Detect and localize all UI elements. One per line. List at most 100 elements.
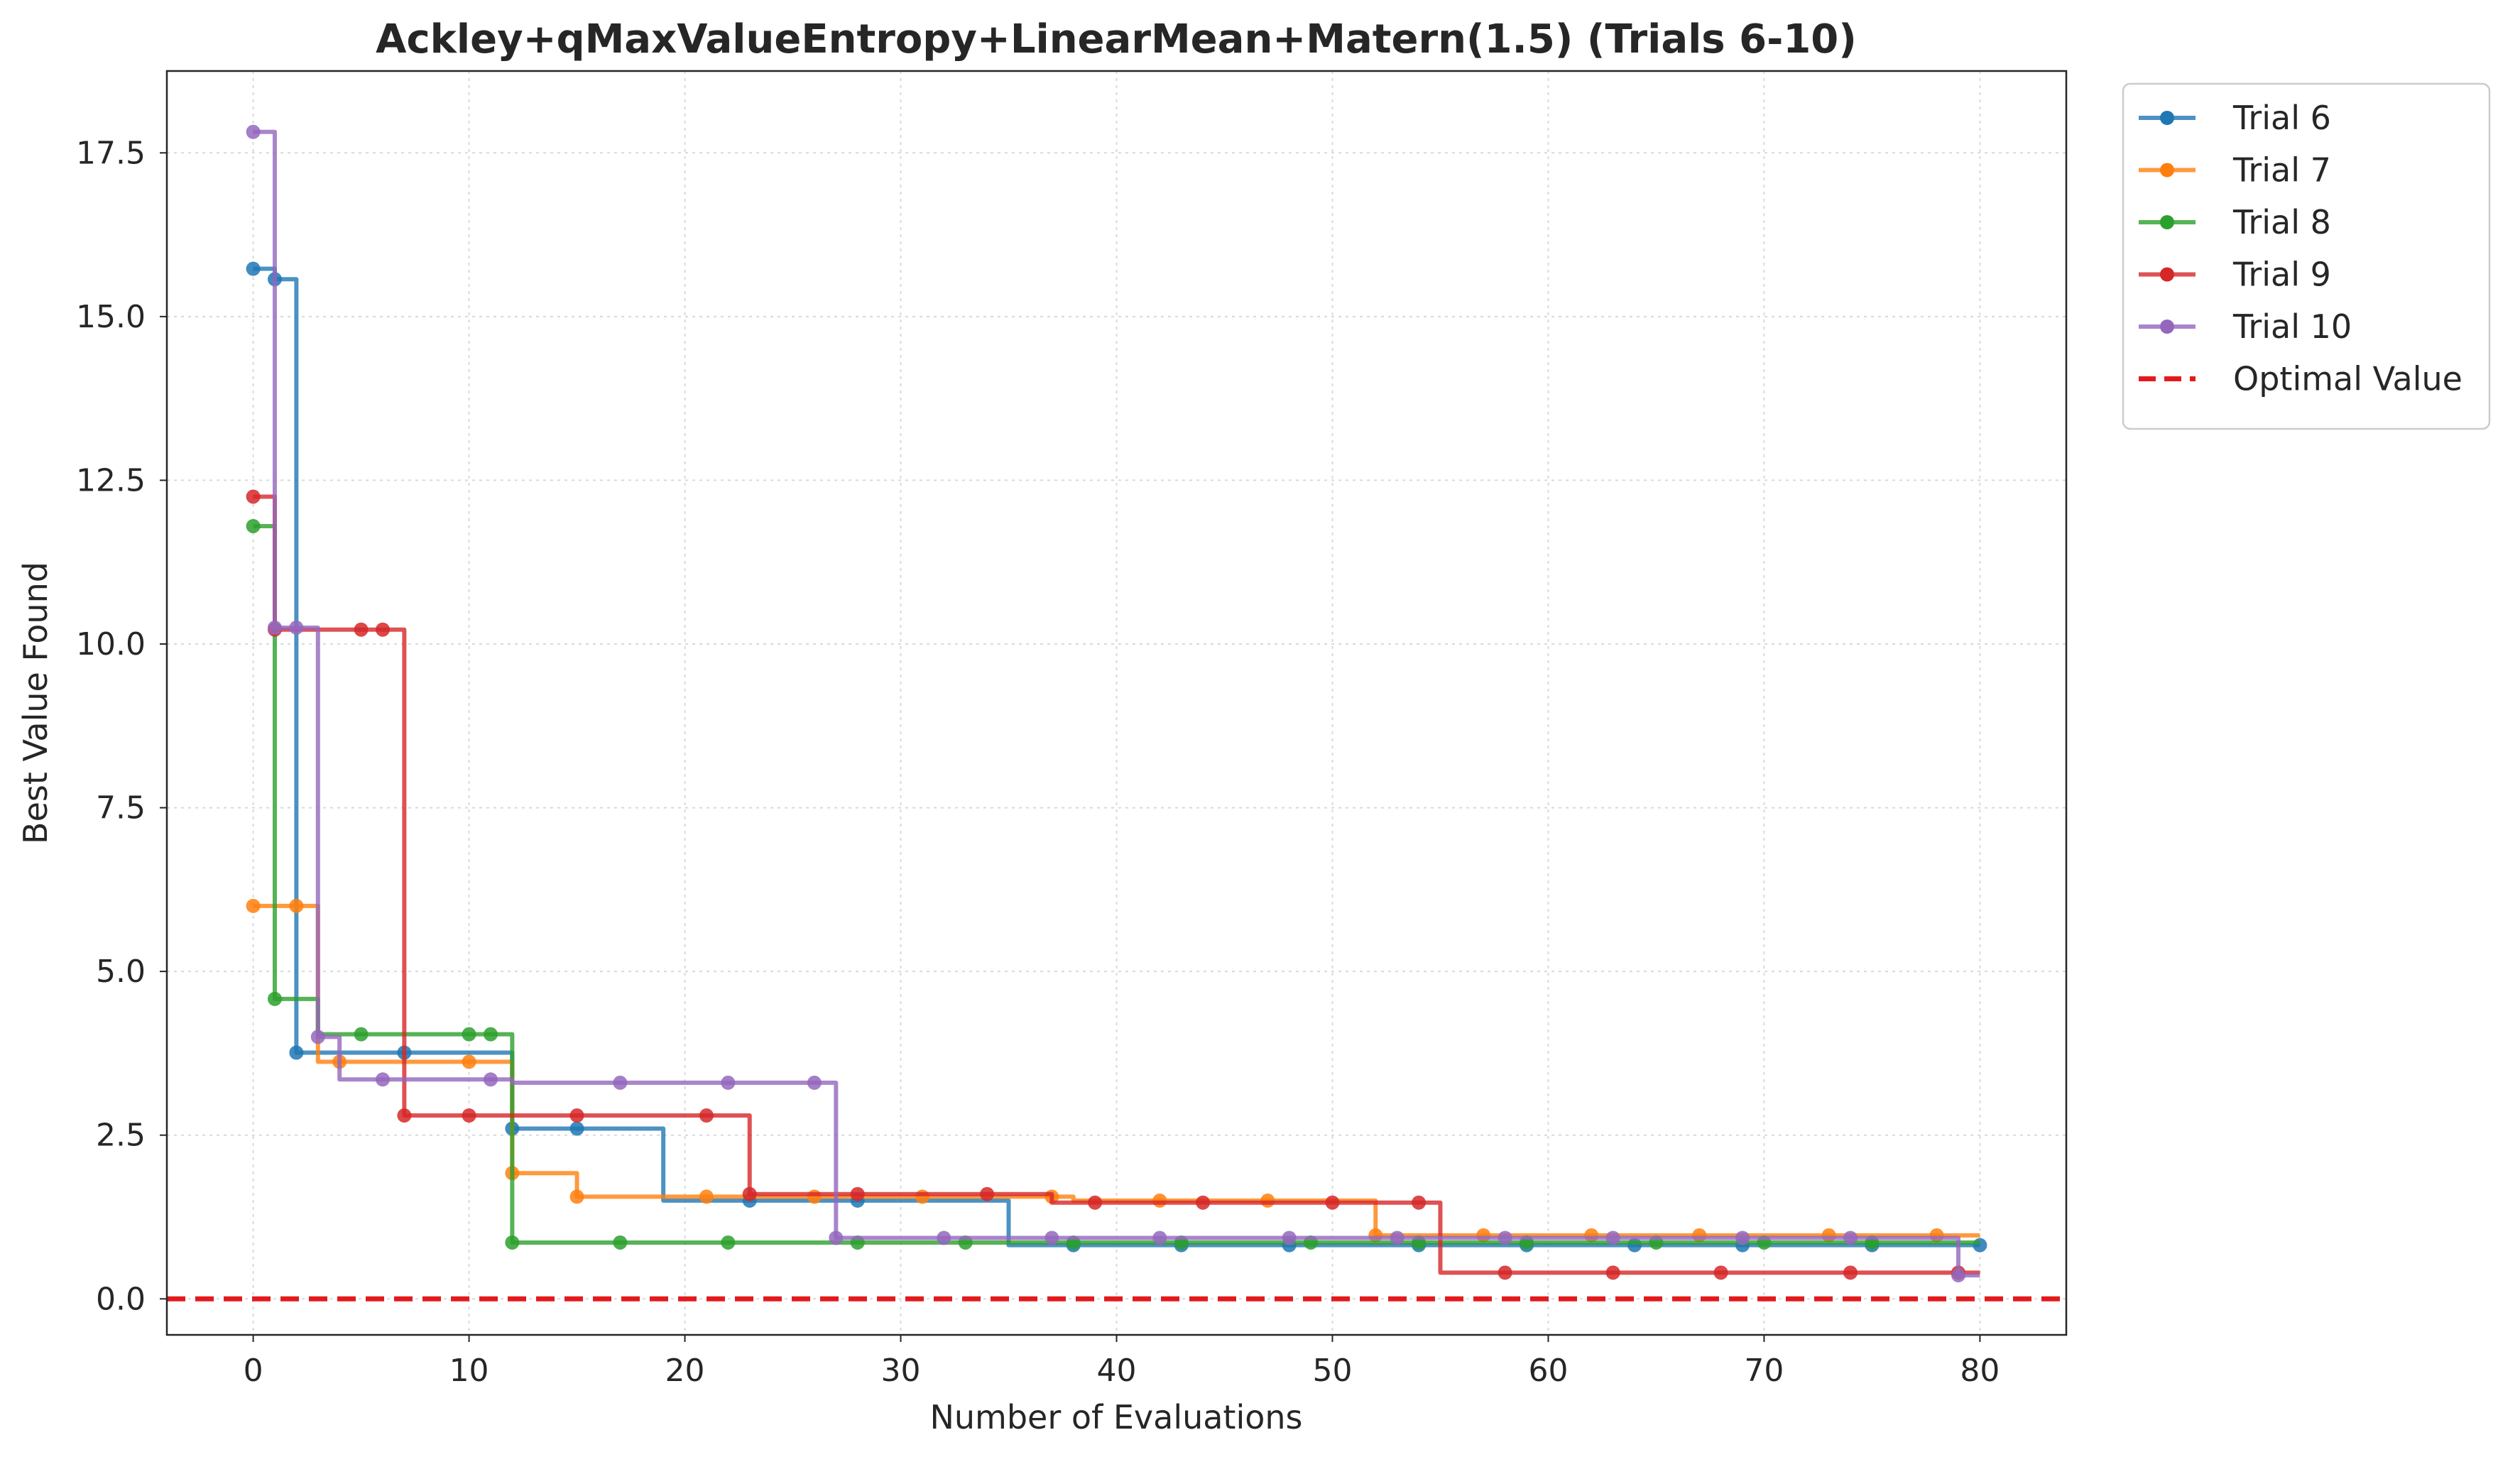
data-point — [246, 898, 261, 913]
data-point — [310, 1030, 325, 1044]
data-point — [289, 1045, 304, 1060]
data-point — [742, 1186, 757, 1201]
data-point — [1692, 1228, 1707, 1243]
data-point — [267, 620, 282, 635]
x-axis-ticks: 0 10 20 30 40 50 60 70 80 — [244, 1335, 2000, 1389]
data-point — [505, 1235, 520, 1250]
data-point — [569, 1189, 584, 1204]
data-point — [1843, 1265, 1858, 1280]
data-point — [1605, 1265, 1620, 1280]
data-point — [569, 1121, 584, 1136]
data-point — [569, 1108, 584, 1123]
series-trial-10 — [246, 124, 1980, 1283]
legend-label: Trial 10 — [2232, 307, 2352, 346]
data-point — [613, 1075, 628, 1090]
legend-marker — [2160, 215, 2174, 229]
y-tick-label: 10.0 — [76, 626, 146, 662]
legend-label: Optimal Value — [2233, 360, 2462, 398]
x-axis-label: Number of Evaluations — [929, 1398, 1302, 1436]
data-point — [1843, 1230, 1858, 1245]
x-tick-label: 20 — [665, 1353, 705, 1389]
x-tick-label: 10 — [449, 1353, 489, 1389]
x-tick-label: 50 — [1312, 1353, 1352, 1389]
y-tick-label: 17.5 — [76, 135, 146, 171]
legend-marker — [2160, 320, 2174, 334]
data-point — [613, 1235, 628, 1250]
series-trial-9 — [246, 489, 1980, 1280]
data-point — [699, 1189, 714, 1204]
data-point — [1951, 1268, 1966, 1283]
data-point — [1498, 1265, 1512, 1280]
x-tick-label: 0 — [244, 1353, 263, 1389]
data-point — [1713, 1265, 1728, 1280]
y-tick-label: 15.0 — [76, 299, 146, 335]
data-point — [1088, 1195, 1103, 1210]
data-point — [246, 124, 261, 139]
y-tick-label: 0.0 — [96, 1281, 146, 1317]
data-point — [1821, 1228, 1836, 1243]
y-tick-label: 5.0 — [96, 954, 146, 990]
data-point — [462, 1054, 476, 1069]
data-point — [915, 1189, 929, 1204]
data-point — [721, 1075, 736, 1090]
legend-label: Trial 9 — [2232, 256, 2331, 294]
data-point — [483, 1027, 498, 1042]
y-tick-label: 12.5 — [76, 462, 146, 498]
data-point — [1627, 1238, 1642, 1253]
data-point — [1476, 1228, 1491, 1243]
x-tick-label: 40 — [1097, 1353, 1137, 1389]
legend-label: Trial 7 — [2232, 151, 2331, 190]
data-point — [1929, 1228, 1944, 1243]
legend-box — [2122, 82, 2491, 430]
data-point — [1584, 1228, 1599, 1243]
legend-marker — [2160, 163, 2174, 178]
y-axis-ticks: 0.0 2.5 5.0 7.5 10.0 12.5 15.0 17.5 — [76, 135, 167, 1317]
data-point — [850, 1186, 865, 1201]
series-layer — [246, 124, 1987, 1283]
grid — [167, 71, 2066, 1335]
legend-label: Trial 8 — [2232, 203, 2331, 241]
data-point — [1735, 1230, 1750, 1245]
data-point — [1282, 1230, 1297, 1245]
x-tick-label: 30 — [881, 1353, 921, 1389]
data-point — [1498, 1230, 1512, 1245]
legend-marker — [2160, 267, 2174, 282]
data-point — [721, 1235, 736, 1250]
data-point — [354, 622, 369, 637]
data-point — [1368, 1228, 1383, 1243]
data-point — [462, 1027, 476, 1042]
data-point — [289, 620, 304, 635]
data-point — [246, 518, 261, 533]
data-point — [1196, 1195, 1211, 1210]
data-point — [483, 1072, 498, 1087]
series-line — [253, 494, 1980, 1275]
data-point — [1412, 1195, 1427, 1210]
legend: Trial 6 Trial 7 Trial 8 Trial 9 Trial 10 Opti… — [2122, 82, 2491, 430]
data-point — [699, 1108, 714, 1123]
y-tick-label: 2.5 — [96, 1118, 146, 1154]
data-point — [807, 1189, 822, 1204]
x-tick-label: 70 — [1744, 1353, 1784, 1389]
data-point — [1044, 1230, 1059, 1245]
data-point — [1605, 1230, 1620, 1245]
data-point — [980, 1186, 995, 1201]
chart-title: Ackley+qMaxValueEntropy+LinearMean+Mater… — [376, 16, 1857, 62]
data-point — [1325, 1195, 1340, 1210]
x-tick-label: 80 — [1960, 1353, 2000, 1389]
legend-marker — [2160, 111, 2174, 125]
y-tick-label: 7.5 — [96, 790, 146, 826]
data-point — [246, 489, 261, 504]
data-point — [246, 261, 261, 276]
legend-label: Trial 6 — [2232, 99, 2331, 137]
data-point — [267, 991, 282, 1006]
data-point — [289, 898, 304, 913]
data-point — [807, 1075, 822, 1090]
data-point — [1152, 1230, 1167, 1245]
data-point — [1390, 1230, 1404, 1245]
data-point — [1973, 1238, 1987, 1253]
data-point — [375, 622, 390, 637]
y-axis-label: Best Value Found — [16, 562, 55, 844]
data-point — [375, 1072, 390, 1087]
